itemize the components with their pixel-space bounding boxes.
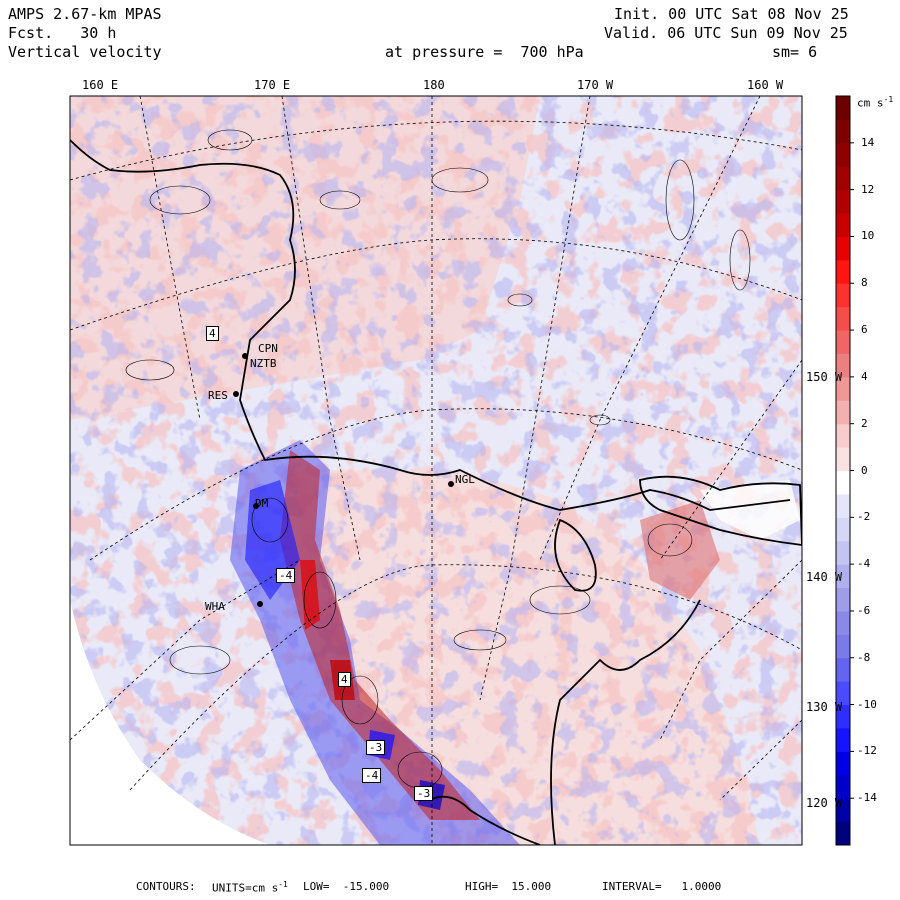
station-res: RES	[208, 389, 228, 402]
station-wha: WHA	[205, 600, 225, 613]
station-box-value: -4	[276, 568, 296, 583]
smoothing: sm= 6	[772, 43, 818, 61]
footer-interval: INTERVAL= 1.0000	[602, 880, 722, 893]
outside-domain	[70, 600, 270, 845]
colorbar-tick-label: 4	[861, 369, 868, 383]
colorbar-segment	[836, 634, 850, 659]
map-frame	[69, 95, 803, 846]
colorbar-segment	[836, 798, 850, 823]
lon-label-160w: 160 W	[747, 78, 784, 92]
valid-time: Valid. 06 UTC Sun 09 Nov 25	[604, 24, 848, 42]
lat-label-130w: 130 W	[806, 700, 843, 714]
colorbar-tick-label: 8	[861, 276, 868, 290]
colorbar-tick-label: -12	[857, 744, 877, 758]
station-box-value: -3	[366, 740, 386, 755]
station-dots	[233, 353, 454, 607]
colorbar-tick-label: -4	[857, 557, 871, 571]
colorbar-segment	[836, 470, 850, 495]
colorbar-tick-label: 6	[861, 323, 868, 337]
colorbar-segment	[836, 610, 850, 635]
lon-label-180: 180	[423, 78, 445, 92]
colorbar-tick-label: -8	[857, 650, 871, 664]
coastline	[70, 139, 802, 845]
colorbar-segment	[836, 259, 850, 284]
colorbar-segment	[836, 564, 850, 589]
downward-motion-blobs	[70, 96, 802, 845]
colorbar-segment	[836, 353, 850, 378]
colorbar-segment	[836, 587, 850, 612]
colorbar-segment	[836, 376, 850, 401]
colorbar-units: cm s-1	[857, 95, 894, 110]
colorbar-segment	[836, 330, 850, 354]
forecast-hour: Fcst. 30 h	[8, 24, 117, 42]
colorbar-segment	[836, 727, 850, 752]
colorbar-tick-label: -10	[857, 697, 877, 711]
lon-label-170w: 170 W	[577, 78, 614, 92]
colorbar-segment	[836, 657, 850, 682]
colorbar-segment	[836, 306, 850, 331]
colorbar-segment	[836, 283, 850, 308]
station-ngl: NGL	[455, 473, 475, 486]
station-dm: DM	[255, 497, 269, 510]
pressure-level: at pressure = 700 hPa	[385, 43, 584, 61]
colorbar-tick-label: -2	[857, 510, 871, 524]
colorbar-tick-label: 10	[861, 229, 875, 243]
station-box-value: -4	[362, 768, 382, 783]
model-title: AMPS 2.67-km MPAS	[8, 5, 162, 23]
graticule	[70, 96, 802, 845]
colorbar-segment	[836, 681, 850, 706]
footer-low: LOW= -15.000	[303, 880, 390, 893]
colorbar-segment	[836, 189, 850, 214]
lon-label-160e: 160 E	[82, 78, 119, 92]
station-cpn: CPN	[258, 342, 278, 355]
colorbar-segment	[836, 821, 850, 846]
colorbar-segment	[836, 751, 850, 776]
colorbar-tick-label: -14	[857, 791, 877, 805]
field-name: Vertical velocity	[8, 43, 162, 61]
colorbar-segment	[836, 400, 850, 425]
station-box-value: -3	[414, 786, 434, 801]
footer-units: UNITS=cm s-1	[212, 880, 288, 895]
colorbar-tick-label: 14	[861, 135, 875, 149]
colorbar-tick-label: 2	[861, 416, 868, 430]
lat-label-140w: 140 W	[806, 570, 843, 584]
colorbar-segment	[836, 540, 850, 565]
init-time: Init. 00 UTC Sat 08 Nov 25	[614, 5, 849, 23]
colorbar-segment	[836, 774, 850, 799]
colorbar-segment	[836, 213, 850, 237]
colorbar-tick-label: 0	[861, 463, 868, 477]
lat-label-120w: 120 W	[806, 796, 843, 810]
colorbar-segment	[836, 423, 850, 448]
colorbar-segment	[836, 96, 850, 120]
footer-high: HIGH= 15.000	[465, 880, 552, 893]
footer-contours: CONTOURS:	[136, 880, 196, 893]
colorbar-segment	[836, 447, 850, 471]
colorbar-segment	[836, 517, 850, 542]
lon-label-170e: 170 E	[254, 78, 291, 92]
colorbar-segment	[836, 119, 850, 144]
map-field	[70, 96, 802, 845]
colorbar-tick-label: -6	[857, 603, 871, 617]
colorbar-segment	[836, 142, 850, 167]
station-box-value: 4	[206, 326, 219, 341]
colorbar-segment	[836, 493, 850, 518]
colorbar	[835, 95, 854, 846]
colorbar-segment	[836, 704, 850, 729]
station-box-value: 4	[338, 672, 351, 687]
lat-label-150w: 150 W	[806, 370, 843, 384]
colorbar-tick-label: 12	[861, 182, 875, 196]
station-nztb: NZTB	[250, 357, 277, 370]
colorbar-segment	[836, 166, 850, 191]
colorbar-segment	[836, 236, 850, 261]
